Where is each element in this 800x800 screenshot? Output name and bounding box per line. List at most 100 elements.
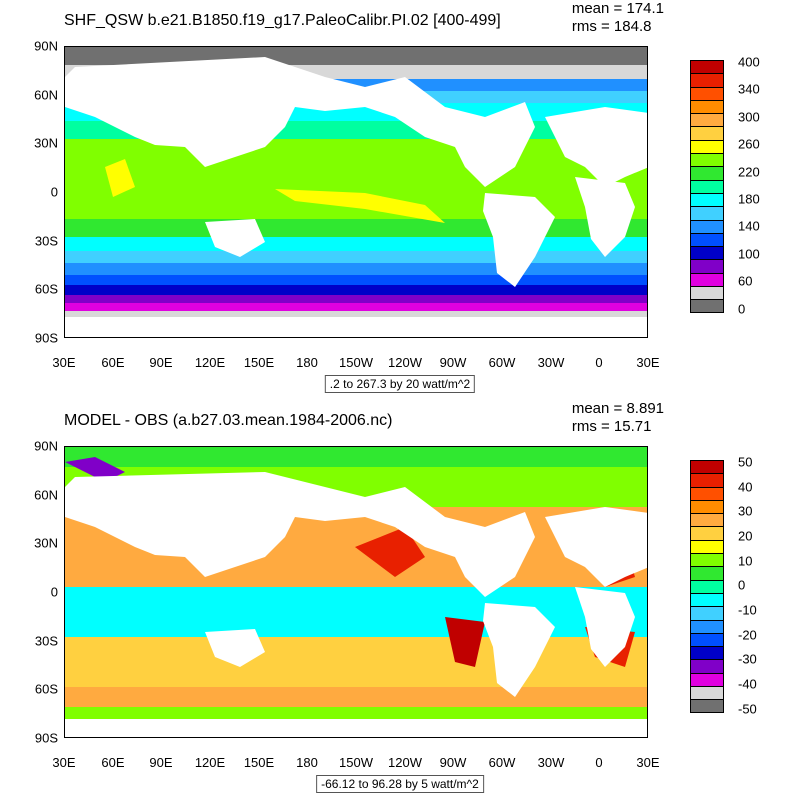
lon-tick-label: 30E	[52, 755, 76, 770]
colorbar-label: -50	[738, 701, 757, 717]
lon-tick-label: 30E	[52, 355, 76, 370]
colorbar-swatch	[690, 486, 724, 500]
colorbar-label: 180	[738, 191, 760, 207]
colorbar-label: 400	[738, 54, 760, 70]
colorbar-label: 40	[738, 479, 753, 495]
lon-tick-label: 30E	[636, 355, 660, 370]
colorbar-label: 30	[738, 503, 753, 519]
lon-tick-label: 180	[296, 355, 318, 370]
lon-tick-label: 90W	[439, 755, 467, 770]
contour-range-label: .2 to 267.3 by 20 watt/m^2	[324, 375, 476, 393]
colorbar-swatch	[690, 232, 724, 247]
colorbar-swatch	[690, 219, 724, 233]
lon-tick-label: 150E	[243, 755, 275, 770]
lon-tick-label: 120E	[194, 355, 226, 370]
colorbar-label: 140	[738, 218, 760, 234]
colorbar-label: -30	[738, 651, 757, 667]
lat-tick-label: 30N	[34, 535, 58, 551]
colorbar-swatch	[690, 686, 724, 700]
lon-tick-label: 180	[296, 755, 318, 770]
colorbar-swatch	[690, 672, 724, 687]
colorbar-swatch	[690, 166, 724, 180]
lat-tick-label: 30S	[34, 233, 58, 249]
contour-range-label: -66.12 to 96.28 by 5 watt/m^2	[316, 775, 484, 793]
lat-tick-label: 60N	[34, 87, 58, 103]
lon-tick-label: 150W	[339, 755, 373, 770]
panel-title: SHF_QSW b.e21.B1850.f19_g17.PaleoCalibr.…	[64, 12, 501, 29]
lon-tick-label: 60W	[488, 355, 516, 370]
rms-value: rms = 15.71	[571, 418, 652, 435]
colorbar-swatch	[690, 60, 724, 74]
mean-value: mean = 174.1	[571, 0, 664, 17]
lon-tick-label: 0	[595, 755, 603, 770]
colorbar-swatch	[690, 299, 724, 313]
lat-tick-label: 0	[50, 184, 58, 200]
lon-tick-label: 120E	[194, 755, 226, 770]
lon-tick-label: 30E	[636, 755, 660, 770]
colorbar	[690, 460, 724, 713]
map-field	[65, 47, 647, 337]
colorbar-swatch	[690, 499, 724, 514]
world-map-diff	[64, 446, 648, 738]
colorbar-label: 100	[738, 246, 760, 262]
lat-tick-label: 60S	[34, 281, 58, 297]
colorbar-swatch	[690, 579, 724, 593]
lon-tick-label: 150W	[339, 355, 373, 370]
colorbar-label: -20	[738, 627, 757, 643]
lon-tick-label: 60E	[101, 355, 125, 370]
colorbar-swatch	[690, 606, 724, 620]
lon-tick-label: 60E	[101, 755, 125, 770]
colorbar-label: 340	[738, 81, 760, 97]
lon-tick-label: 90E	[149, 755, 173, 770]
colorbar-swatch	[690, 619, 724, 633]
colorbar-label: -40	[738, 676, 757, 692]
lat-tick-label: 30S	[34, 633, 58, 649]
colorbar-swatch	[690, 526, 724, 540]
colorbar-swatch	[690, 286, 724, 300]
lon-tick-label: 120W	[388, 755, 422, 770]
colorbar-swatch	[690, 699, 724, 713]
lon-tick-label: 60W	[488, 755, 516, 770]
colorbar-swatch	[690, 99, 724, 114]
colorbar-swatch	[690, 592, 724, 607]
colorbar-label: 220	[738, 164, 760, 180]
colorbar-swatch	[690, 179, 724, 193]
colorbar-label: 60	[738, 273, 753, 289]
lat-tick-label: 90N	[34, 38, 58, 54]
lat-tick-label: 90S	[34, 730, 58, 746]
colorbar-swatch	[690, 206, 724, 220]
top-panel: SHF_QSW b.e21.B1850.f19_g17.PaleoCalibr.…	[34, 0, 760, 393]
lat-tick-label: 90N	[34, 438, 58, 454]
panel-stats: mean = 174.1 rms = 184.8	[572, 0, 664, 36]
colorbar-swatch	[690, 73, 724, 87]
colorbar-swatch	[690, 113, 724, 127]
lon-tick-label: 120W	[388, 355, 422, 370]
world-map-qsw	[64, 46, 648, 338]
lat-tick-label: 60S	[34, 681, 58, 697]
colorbar-swatch	[690, 192, 724, 207]
lat-tick-label: 30N	[34, 135, 58, 151]
rms-value: rms = 184.8	[571, 18, 652, 35]
colorbar-swatch	[690, 153, 724, 167]
colorbar-swatch	[690, 513, 724, 527]
lat-tick-label: 60N	[34, 487, 58, 503]
lon-tick-label: 150E	[243, 355, 275, 370]
colorbar-swatch	[690, 126, 724, 140]
colorbar-swatch	[690, 539, 724, 554]
colorbar-swatch	[690, 246, 724, 260]
colorbar-swatch	[690, 566, 724, 580]
colorbar-label: 0	[738, 301, 746, 317]
colorbar-label: 20	[738, 528, 753, 544]
lon-tick-label: 90W	[439, 355, 467, 370]
colorbar-label: 50	[738, 454, 753, 470]
colorbar-swatch	[690, 632, 724, 647]
colorbar-swatch	[690, 659, 724, 673]
colorbar-swatch	[690, 139, 724, 154]
lat-tick-label: 90S	[34, 330, 58, 346]
colorbar-swatch	[690, 272, 724, 287]
colorbar-swatch	[690, 646, 724, 660]
colorbar-label: 260	[738, 136, 760, 152]
colorbar-swatch	[690, 460, 724, 474]
lon-tick-label: 90E	[149, 355, 173, 370]
lon-tick-label: 30W	[537, 755, 565, 770]
